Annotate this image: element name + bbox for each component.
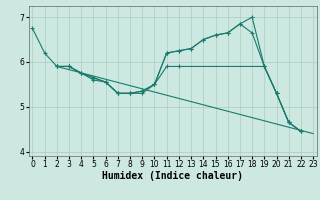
X-axis label: Humidex (Indice chaleur): Humidex (Indice chaleur)	[102, 171, 243, 181]
